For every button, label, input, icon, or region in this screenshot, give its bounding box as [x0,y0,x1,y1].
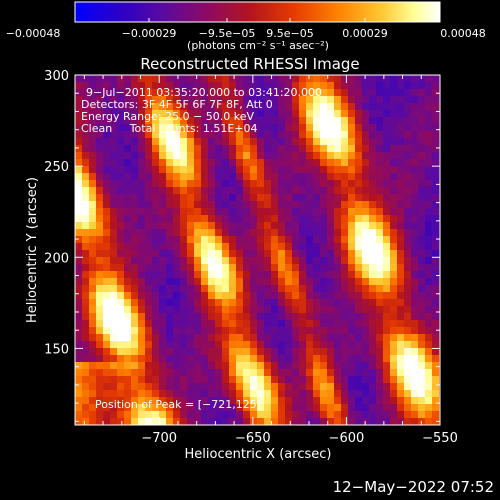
annotation-detectors: Detectors: 3F 4F 5F 6F 7F 8F, Att 0 [81,98,273,111]
colorbar-tick-label-2: −9.5e−05 [199,27,256,40]
annotation-energy-range: Energy Range: 25.0 − 50.0 keV [81,110,255,123]
x-axis-label: Heliocentric X (arcsec) [185,447,332,462]
footer-timestamp: 12−May−2022 07:52 [332,478,494,496]
colorbar-tick-label-3: 9.5e−05 [266,27,313,40]
y-tick-label-2: 250 [44,160,69,175]
y-axis-label: Heliocentric Y (arcsec) [25,177,40,323]
x-tick-label-3: −550 [422,431,458,446]
colorbar-tick-label-0: −0.00048 [6,27,61,40]
heatmap-image [75,75,440,425]
annotation-time-range: 9−Jul−2011 03:35:20.000 to 03:41:20.000 [86,86,322,99]
colorbar-tick-label-5: 0.00048 [440,27,486,40]
colorbar-gradient [74,1,441,23]
colorbar-tick-label-4: 0.00029 [342,27,388,40]
x-tick-label-1: −650 [235,431,271,446]
colorbar-tick-label-1: −0.00029 [122,27,177,40]
y-tick-label-1: 200 [44,251,69,266]
plot-frame [74,74,441,426]
annotation-peak-position: Position of Peak = [−721,125] [95,398,261,411]
y-tick-label-3: 300 [44,69,69,84]
y-tick-label-0: 150 [44,342,69,357]
annotation-block: 9−Jul−2011 03:35:20.000 to 03:41:20.000 … [81,86,322,411]
annotation-clean-counts: Clean Total counts: 1.51E+04 [81,122,258,135]
x-tick-label-0: −700 [141,431,177,446]
colorbar-unit-label: (photons cm⁻² s⁻¹ asec⁻²) [187,39,329,52]
axis-ticks [75,74,441,425]
chart-title: Reconstructed RHESSI Image [140,55,359,73]
x-tick-label-2: −600 [329,431,365,446]
